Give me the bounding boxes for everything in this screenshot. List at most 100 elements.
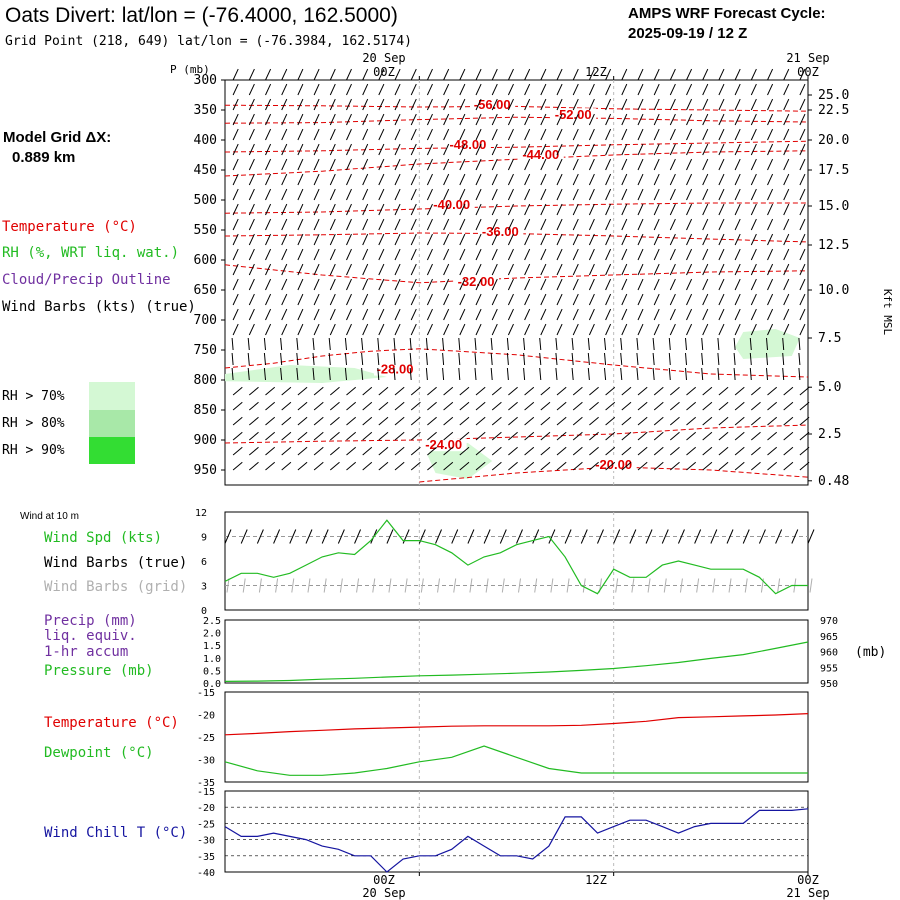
- upper-wind-barb-882: [524, 431, 535, 441]
- upper-wind-barb-780: [621, 386, 632, 396]
- upper-wind-barb-857: [702, 416, 713, 426]
- pressure-line: [224, 641, 809, 682]
- upper-wind-barb-474: [329, 263, 336, 276]
- upper-wind-barb-530: [653, 278, 660, 291]
- upper-wind-barb-945: [378, 461, 389, 471]
- upper-wind-barb-485: [507, 263, 514, 276]
- upper-wind-barb-276: [621, 173, 628, 186]
- upper-wind-barb-127: [540, 113, 547, 126]
- upper-wind-barb-930: [718, 446, 729, 456]
- upper-wind-barb-924: [621, 446, 632, 456]
- upper-wind-barb-418: [588, 233, 595, 246]
- upper-wind-barb-820: [686, 401, 697, 411]
- upper-wind-barb-78: [329, 98, 336, 111]
- upper-wind-barb-9: [378, 68, 385, 81]
- upper-wind-barb-591: [475, 308, 482, 321]
- pressure-label-10: 800: [194, 373, 217, 388]
- upper-wind-barb-778: [589, 386, 599, 396]
- upper-wind-barb-910: [394, 446, 405, 456]
- upper-wind-barb-581: [313, 308, 320, 321]
- upper-wind-barb-719: [798, 352, 801, 366]
- upper-wind-barb-292: [297, 188, 304, 201]
- upper-wind-barb-792: [232, 401, 243, 411]
- upper-wind-barb-858: [718, 416, 729, 426]
- upper-wind-barb-5: [313, 68, 320, 81]
- upper-wind-barb-504: [232, 278, 239, 291]
- upper-wind-barb-156: [426, 128, 433, 141]
- upper-wind-barb-684: [231, 352, 234, 366]
- upper-wind-barb-265: [443, 173, 450, 186]
- sfc-barb-grid-26: [647, 578, 651, 593]
- upper-wind-barb-702: [523, 352, 526, 366]
- upper-wind-barb-812: [556, 401, 567, 411]
- upper-wind-barb-877: [443, 431, 454, 441]
- upper-wind-barb-913: [443, 446, 454, 456]
- height-label-5: 12.5: [818, 238, 849, 253]
- upper-wind-barb-678: [717, 337, 720, 351]
- upper-wind-barb-86: [459, 98, 466, 111]
- upper-wind-barb-241: [637, 158, 644, 171]
- upper-wind-barb-475: [346, 263, 352, 276]
- upper-wind-barb-868: [297, 431, 308, 441]
- wind-chill-ytick-4: -20: [197, 803, 215, 814]
- upper-wind-barb-850: [589, 416, 599, 426]
- upper-wind-barb-502: [783, 263, 790, 276]
- upper-wind-barb-681: [766, 337, 768, 351]
- upper-wind-barb-946: [394, 461, 405, 471]
- upper-wind-barb-598: [588, 308, 595, 321]
- sfc-barb-grid-36: [809, 578, 813, 593]
- upper-wind-barb-847: [540, 416, 551, 426]
- upper-wind-barb-4: [297, 68, 304, 81]
- upper-wind-barb-482: [459, 263, 466, 276]
- upper-wind-barb-236: [556, 158, 563, 171]
- upper-wind-barb-120: [426, 113, 433, 126]
- upper-wind-barb-454: [588, 248, 595, 261]
- upper-wind-barb-439: [346, 248, 352, 261]
- pressure-ytick-4: 970: [820, 616, 838, 627]
- upper-wind-barb-871: [346, 431, 357, 441]
- upper-wind-barb-82: [394, 98, 401, 111]
- upper-wind-barb-785: [702, 386, 713, 396]
- upper-wind-barb-322: [783, 188, 790, 201]
- precip-panel-frame: [224, 619, 809, 684]
- sfc-barb-grid-5: [307, 578, 311, 593]
- upper-wind-barb-387: [669, 218, 676, 231]
- upper-wind-barb-535: [734, 278, 741, 291]
- upper-wind-barb-220: [297, 158, 304, 171]
- upper-wind-barb-892: [686, 431, 697, 441]
- upper-wind-barb-735: [474, 367, 477, 381]
- upper-wind-barb-821: [702, 401, 713, 411]
- precip-ytick-4: 2.0: [203, 629, 221, 640]
- upper-wind-barb-173: [702, 128, 709, 141]
- upper-wind-barb-970: [783, 461, 794, 471]
- upper-wind-barb-869: [313, 431, 324, 441]
- upper-wind-barb-665: [506, 337, 509, 351]
- upper-wind-barb-284: [750, 173, 757, 186]
- upper-wind-barb-447: [475, 248, 482, 261]
- upper-wind-barb-721: [247, 367, 250, 381]
- dewpoint-line: [224, 745, 808, 776]
- upper-wind-barb-253: [248, 173, 255, 186]
- upper-wind-barb-122: [459, 113, 466, 126]
- upper-wind-barb-963: [669, 461, 680, 471]
- pressure-label-2: 400: [194, 133, 217, 148]
- sfc-barb-grid-32: [744, 578, 748, 593]
- temperature-contour-label-bg-5: [479, 225, 524, 239]
- upper-wind-barb-282: [718, 173, 725, 186]
- upper-wind-barb-586: [394, 308, 401, 321]
- upper-wind-barb-637: [637, 323, 644, 336]
- height-label-10: 0.48: [818, 474, 849, 489]
- upper-wind-barb-550: [394, 293, 401, 306]
- upper-wind-barb-804: [427, 401, 437, 411]
- upper-wind-barb-58: [588, 83, 595, 96]
- upper-wind-barb-231: [475, 158, 482, 171]
- upper-wind-barb-551: [410, 293, 417, 306]
- upper-wind-barb-507: [281, 278, 288, 291]
- upper-wind-barb-31: [734, 68, 741, 81]
- upper-wind-barb-828: [232, 416, 243, 426]
- upper-wind-barb-704: [555, 352, 558, 366]
- upper-wind-barb-187: [346, 143, 352, 156]
- upper-wind-barb-414: [524, 233, 531, 246]
- upper-wind-barb-38: [265, 83, 272, 96]
- upper-wind-barb-822: [718, 401, 729, 411]
